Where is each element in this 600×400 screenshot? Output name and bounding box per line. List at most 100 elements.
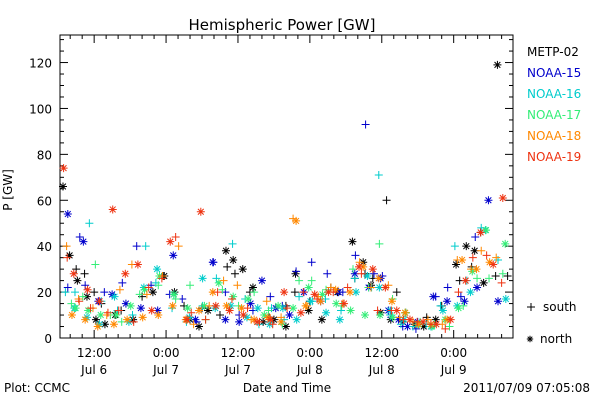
data-point-north	[257, 276, 266, 285]
north-marker-symbol	[526, 335, 534, 343]
data-point-north	[419, 317, 428, 326]
data-point-south	[492, 253, 501, 262]
y-axis: 0 20 40 60 80 100 120	[29, 39, 513, 346]
data-point-north	[82, 292, 91, 301]
data-point-south	[445, 322, 454, 331]
data-point-north	[419, 322, 428, 331]
data-point-north	[376, 308, 385, 317]
data-point-south	[91, 260, 100, 269]
data-point-north	[140, 285, 149, 294]
data-point-north	[73, 276, 82, 285]
x-tick-date-label: Jul 6	[80, 363, 107, 377]
data-point-south	[375, 239, 384, 248]
data-point-north	[394, 315, 403, 324]
data-point-north	[238, 265, 247, 274]
data-point-south	[86, 304, 95, 313]
data-point-north	[139, 283, 148, 292]
data-point-north	[280, 288, 289, 297]
data-point-north	[208, 288, 217, 297]
data-point-north	[229, 292, 238, 301]
y-tick-label: 100	[29, 102, 52, 116]
x-axis-label: Date and Time	[243, 381, 331, 395]
data-point-south	[174, 242, 183, 251]
x-tick-date-label: Jul 8	[368, 363, 395, 377]
data-point-south	[187, 308, 196, 317]
data-point-south	[290, 288, 299, 297]
x-tick-date-label: Jul 7	[152, 363, 179, 377]
y-tick-label: 0	[44, 332, 52, 346]
data-point-south	[90, 288, 99, 297]
data-point-south	[61, 288, 70, 297]
data-point-south	[503, 272, 512, 281]
y-tick-label: 120	[29, 57, 52, 71]
data-point-north	[431, 315, 440, 324]
data-point-north	[398, 317, 407, 326]
data-point-south	[218, 285, 227, 294]
data-point-south	[468, 253, 477, 262]
data-point-south	[337, 306, 346, 315]
data-point-north	[453, 301, 462, 310]
data-point-south	[141, 242, 150, 251]
data-point-north	[292, 216, 301, 225]
data-point-north	[108, 205, 117, 214]
legend-item-noaa-15: NOAA-15	[527, 66, 581, 80]
data-point-south	[343, 283, 352, 292]
data-point-north	[67, 311, 76, 320]
data-point-north	[204, 306, 213, 315]
data-point-north	[110, 292, 119, 301]
data-point-north	[332, 299, 341, 308]
data-point-north	[414, 320, 423, 329]
data-point-north	[96, 311, 105, 320]
data-point-north	[69, 269, 78, 278]
data-point-north	[229, 255, 238, 264]
data-point-north	[222, 301, 231, 310]
data-point-north	[191, 315, 200, 324]
data-point-north	[196, 207, 205, 216]
data-point-south	[477, 246, 486, 255]
data-point-north	[246, 299, 255, 308]
data-point-south	[243, 304, 252, 313]
data-point-south	[295, 292, 304, 301]
data-point-north	[355, 262, 364, 271]
data-point-north	[221, 246, 230, 255]
data-point-south	[189, 320, 198, 329]
data-point-north	[291, 269, 300, 278]
data-point-north	[350, 269, 359, 278]
data-point-north	[133, 260, 142, 269]
data-point-north	[274, 301, 283, 310]
data-point-south	[497, 278, 506, 287]
data-point-north	[109, 320, 118, 329]
data-point-north	[153, 306, 162, 315]
data-point-south	[135, 290, 144, 299]
data-point-south	[115, 285, 124, 294]
data-point-north	[83, 285, 92, 294]
data-point-north	[352, 288, 361, 297]
data-point-north	[472, 265, 481, 274]
data-point-north	[296, 308, 305, 317]
data-point-north	[154, 311, 163, 320]
data-point-north	[81, 315, 90, 324]
data-point-south	[142, 290, 151, 299]
data-point-south	[186, 281, 195, 290]
data-point-north	[458, 255, 467, 264]
data-point-north	[169, 251, 178, 260]
data-point-north	[310, 290, 319, 299]
data-point-north	[166, 237, 175, 246]
data-point-south	[144, 283, 153, 292]
data-point-south	[63, 253, 72, 262]
data-point-south	[374, 171, 383, 180]
x-tick-date-label: Jul 9	[440, 363, 467, 377]
data-point-north	[129, 315, 138, 324]
data-point-north	[253, 317, 262, 326]
data-point-north	[121, 299, 130, 308]
data-point-south	[295, 276, 304, 285]
data-point-north	[438, 306, 447, 315]
data-point-south	[351, 251, 360, 260]
data-point-north	[221, 315, 230, 324]
data-point-south	[118, 278, 127, 287]
south-marker-symbol	[527, 303, 535, 311]
data-point-south	[213, 288, 222, 297]
data-point-north	[318, 290, 327, 299]
data-point-north	[403, 322, 412, 331]
